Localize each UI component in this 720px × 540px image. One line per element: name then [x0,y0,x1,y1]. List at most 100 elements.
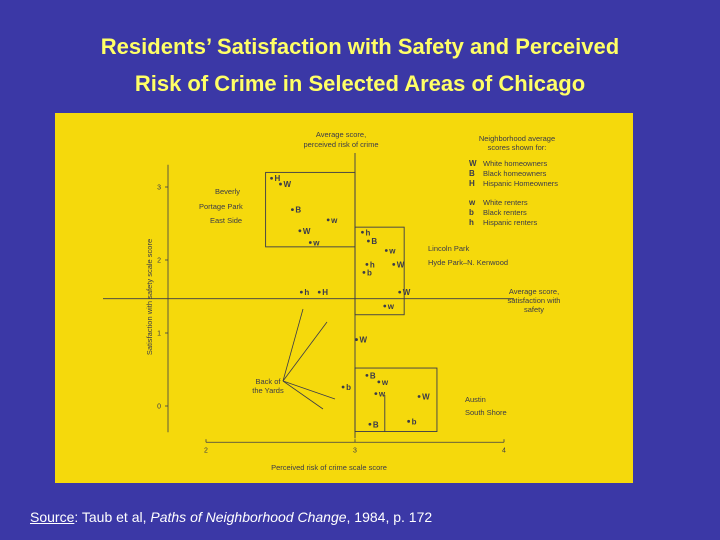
point-label: b [412,417,417,426]
legend-code-white-homeowners: W [469,159,477,168]
source-page: , 1984, p. 172 [346,509,433,525]
point-dot [298,229,302,233]
point-dot [299,290,303,294]
avg-risk-label-line-2: perceived risk of crime [303,140,378,149]
box-austin-south-shore [354,367,438,432]
legend-text-white-homeowners: White homeowners [483,159,547,168]
chart-legend: Neighborhood average scores shown for: W… [468,134,558,227]
point-b-11: b [362,268,372,277]
point-label: w [312,238,320,247]
box-lincoln-hyde-park [354,226,405,316]
source-citation: Source: Taub et al, Paths of Neighborhoo… [30,509,432,525]
legend-code-black-homeowners: B [469,169,475,178]
point-dot [377,380,381,384]
point-label: w [330,216,338,225]
point-dot [270,176,273,180]
legend-text-black-renters: Black renters [483,208,527,217]
point-label: h [365,228,370,237]
y-axis-label: Satisfaction with safety scale score [145,239,154,355]
x-axis-label: Perceived risk of crime scale score [271,463,387,472]
point-dot [367,239,370,243]
point-label: W [359,336,367,345]
avg-satisfaction-label-line-1: Average score, [509,287,559,296]
source-book-title: Paths of Neighborhood Change [150,509,347,525]
point-label: H [275,174,281,183]
arrow-line [282,380,336,400]
point-W-4: W [298,227,311,236]
point-label: h [304,288,309,297]
area-label-back-of-yards-line-1: Back of [255,377,281,386]
point-B-2: B [291,206,301,215]
point-dot [279,182,282,186]
point-h-9: h [365,260,375,269]
point-w-8: w [384,247,396,256]
legend-code-hispanic-homeowners: H [469,179,475,188]
point-label: b [346,383,351,392]
avg-satisfaction-label-line-2: satisfaction with [508,296,561,305]
source-authors: : Taub et al, [74,509,151,525]
point-dot [407,419,411,423]
area-label-hyde-park: Hyde Park–N. Kenwood [428,258,508,267]
legend-code-black-renters: b [469,208,474,217]
point-label: w [388,247,396,256]
slide-title-line-2: Risk of Crime in Selected Areas of Chica… [134,71,586,96]
area-label-lincoln-park: Lincoln Park [428,244,470,253]
point-dot [341,385,345,389]
point-label: B [295,206,301,215]
point-dot [392,262,396,266]
chart-axes: 0 1 2 3 2 3 4 [157,164,506,454]
slide-title: Residents’ Satisfaction with Safety and … [0,28,720,102]
point-B-22: B [368,420,379,429]
point-h-12: h [299,288,309,297]
point-w-18: w [377,378,389,387]
x-tick-label: 3 [353,447,357,454]
legend-title-line-2: scores shown for: [488,143,547,152]
legend-code-hispanic-renters: h [469,218,474,227]
x-tick-label: 4 [502,447,506,454]
point-dot [383,304,387,308]
point-label: W [284,180,292,189]
point-label: W [397,260,405,269]
point-dot [317,290,321,294]
point-w-15: w [383,302,395,311]
arrow-line [282,308,304,382]
point-dot [326,218,330,222]
y-tick-label: 1 [157,331,161,338]
y-tick-label: 2 [157,258,161,265]
area-label-back-of-yards-line-2: the Yards [252,386,284,395]
point-H-0: H [270,174,281,183]
point-label: B [373,420,379,429]
point-label: B [371,237,377,246]
point-dot [368,422,372,426]
point-h-6: h [361,228,370,237]
point-label: W [303,227,311,236]
chart-region-boxes [103,153,514,439]
point-dot [355,338,358,341]
point-w-3: w [326,216,338,225]
area-label-south-shore: South Shore [465,408,507,417]
box-beverly-portage-eastside [265,171,356,248]
point-dot [417,395,421,398]
point-label: W [422,393,430,402]
point-H-13: H [317,288,328,297]
avg-risk-label-line-1: Average score, [316,130,366,139]
legend-text-hispanic-homeowners: Hispanic Homeowners [483,179,558,188]
point-W-16: W [355,336,367,345]
point-B-17: B [365,371,376,380]
point-label: W [403,288,411,297]
legend-text-black-homeowners: Black homeowners [483,169,547,178]
area-label-austin: Austin [465,395,486,404]
point-b-19: b [341,383,351,392]
point-dot [308,241,312,244]
point-label: H [322,288,328,297]
point-W-1: W [279,180,292,189]
point-label: w [378,390,386,399]
point-label: B [370,371,376,380]
area-label-east-side: East Side [210,216,242,225]
x-tick-label: 2 [204,447,208,454]
point-dot [384,249,388,252]
point-label: b [367,268,372,277]
point-b-23: b [407,417,417,426]
